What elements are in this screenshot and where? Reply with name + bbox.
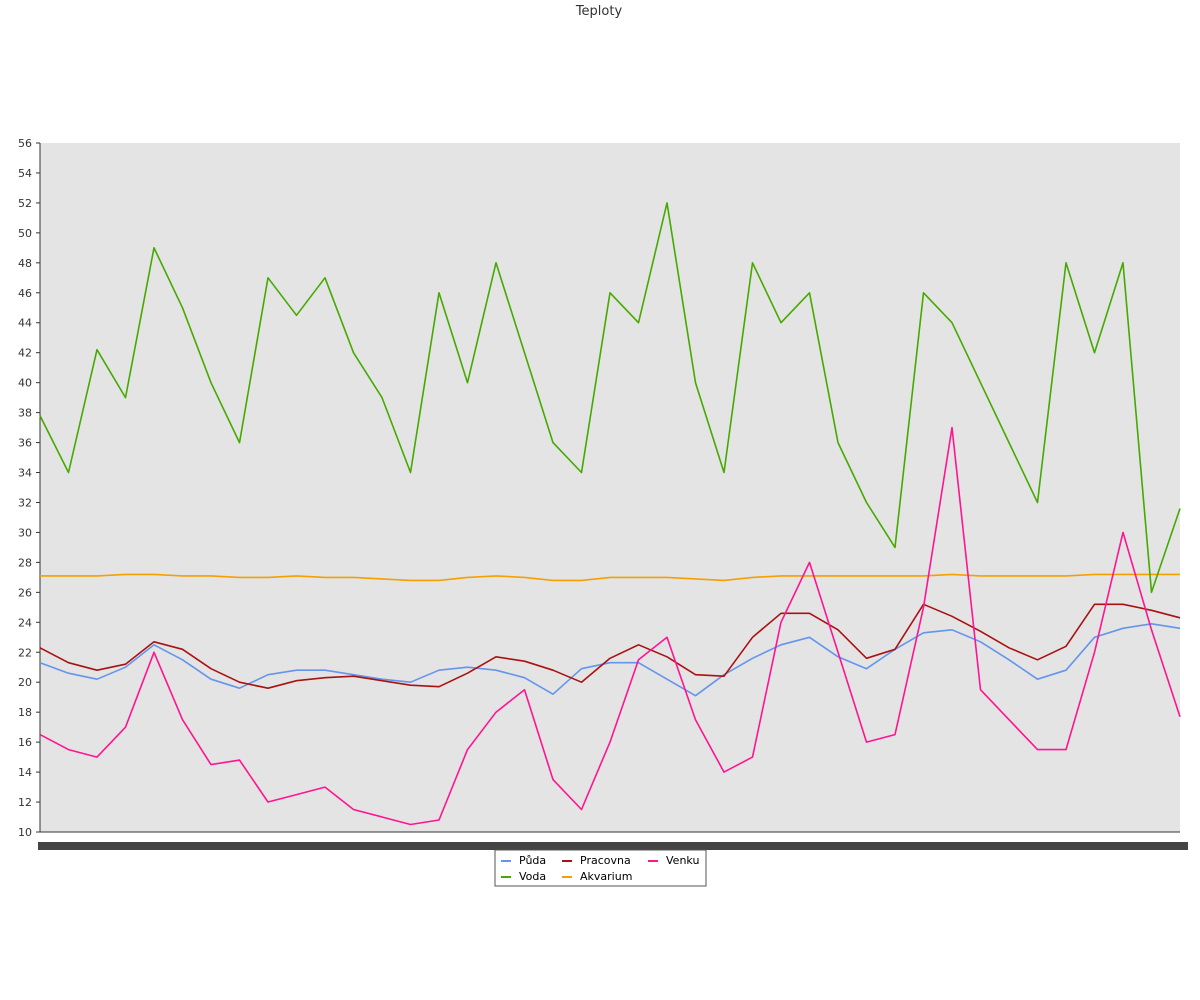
y-tick-label: 52 xyxy=(18,197,32,210)
y-ticks: 10 12 14 16 18 20 22 24 26 28 30 32 34 36 38 40 42 44 46 48… xyxy=(18,137,40,839)
y-tick-label: 14 xyxy=(18,766,32,779)
y-tick-label: 36 xyxy=(18,437,32,450)
y-tick-label: 42 xyxy=(18,347,32,360)
y-tick-label: 40 xyxy=(18,377,32,390)
y-tick-label: 10 xyxy=(18,826,32,839)
legend-box xyxy=(494,849,707,887)
y-tick-label: 38 xyxy=(18,407,32,420)
y-tick-label: 50 xyxy=(18,227,32,240)
y-tick-label: 32 xyxy=(18,496,32,509)
series-line-puda xyxy=(39,622,1181,697)
y-tick-label: 16 xyxy=(18,736,32,749)
legend-label-pracovna: Pracovna xyxy=(580,854,631,867)
series-line-akvarium xyxy=(40,573,1180,582)
y-tick-label: 20 xyxy=(18,676,32,689)
y-tick-label: 46 xyxy=(18,287,32,300)
y-tick-label: 28 xyxy=(18,556,32,569)
series-line-venku xyxy=(39,426,1181,826)
legend-label-voda: Voda xyxy=(519,870,546,883)
y-tick-label: 44 xyxy=(18,317,32,330)
legend-label-puda: Půda xyxy=(519,854,546,867)
y-tick-label: 26 xyxy=(18,586,32,599)
series-line-pracovna xyxy=(39,603,1181,690)
y-tick-label: 48 xyxy=(18,257,32,270)
y-tick-label: 54 xyxy=(18,167,32,180)
legend-label-venku: Venku xyxy=(666,854,699,867)
y-tick-label: 18 xyxy=(18,706,32,719)
chart-title: Teploty xyxy=(575,4,623,19)
legend: Půda Pracovna Venku Voda Akvarium xyxy=(494,849,707,887)
plot-area xyxy=(40,143,1180,832)
legend-label-akvarium: Akvarium xyxy=(580,870,632,883)
y-tick-label: 56 xyxy=(18,137,32,150)
y-tick-label: 24 xyxy=(18,616,32,629)
series-line-voda xyxy=(39,202,1181,594)
y-tick-label: 34 xyxy=(18,467,32,480)
y-tick-label: 30 xyxy=(18,526,32,539)
y-tick-label: 22 xyxy=(18,646,32,659)
x-tick-label-band xyxy=(38,842,1188,850)
series-group xyxy=(39,202,1181,826)
y-tick-label: 12 xyxy=(18,796,32,809)
